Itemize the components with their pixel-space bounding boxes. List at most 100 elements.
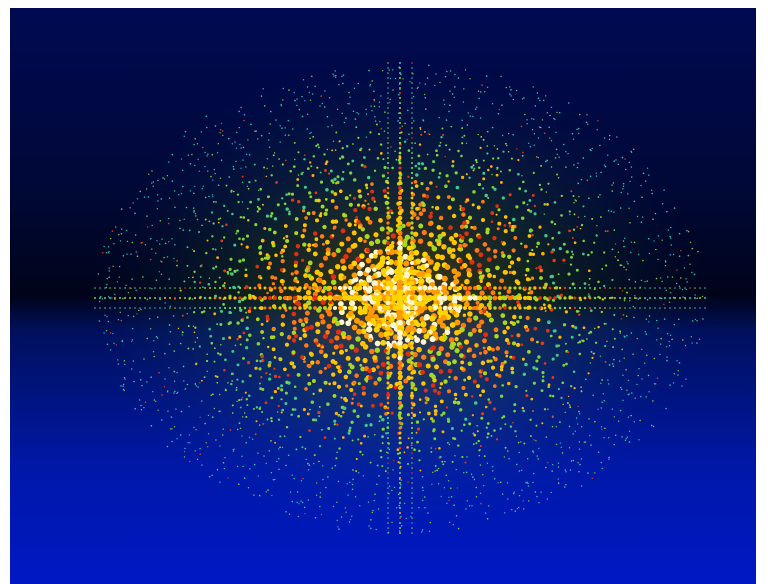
dot: [328, 383, 331, 386]
dot: [236, 230, 239, 233]
dot: [463, 472, 464, 473]
dot: [599, 145, 601, 147]
dot: [481, 412, 484, 415]
dot: [433, 306, 438, 311]
dot: [293, 296, 298, 301]
dot: [669, 287, 671, 289]
dot: [262, 423, 264, 425]
dot: [386, 226, 389, 229]
dot: [184, 456, 185, 457]
dot: [134, 287, 136, 289]
dot: [411, 132, 413, 134]
dot: [160, 260, 161, 261]
dot: [399, 447, 402, 450]
dot: [398, 401, 402, 405]
dot: [367, 368, 372, 373]
dot: [182, 334, 183, 335]
dot: [124, 360, 126, 362]
dot: [529, 419, 531, 421]
dot: [171, 441, 173, 443]
dot: [261, 95, 263, 97]
dot: [571, 251, 573, 253]
dot: [277, 387, 280, 390]
dot: [430, 451, 432, 453]
dot: [457, 487, 458, 488]
dot: [498, 113, 500, 115]
dot: [237, 291, 240, 294]
dot: [410, 291, 415, 296]
dot: [407, 110, 409, 112]
dot: [194, 281, 196, 283]
dot: [517, 159, 519, 161]
dot: [480, 117, 481, 118]
dot: [654, 383, 655, 384]
dot: [316, 167, 318, 169]
dot: [419, 270, 425, 276]
dot: [549, 395, 552, 398]
dot: [242, 397, 243, 398]
dot: [253, 296, 257, 300]
dot: [513, 296, 517, 300]
dot: [146, 188, 147, 189]
dot: [500, 313, 505, 318]
dot: [349, 300, 355, 306]
dot: [430, 447, 432, 449]
dot: [555, 132, 556, 133]
dot: [366, 137, 367, 138]
dot: [246, 398, 248, 400]
dot: [588, 269, 591, 272]
dot: [377, 323, 382, 328]
dot: [182, 229, 184, 231]
dot: [501, 104, 503, 106]
dot: [411, 97, 413, 99]
dot: [580, 228, 581, 229]
dot: [386, 241, 390, 245]
dot: [151, 182, 152, 183]
dot: [312, 244, 315, 247]
dot: [164, 297, 166, 299]
dot: [377, 157, 380, 160]
dot: [480, 493, 481, 494]
dot: [488, 306, 492, 310]
dot: [387, 452, 389, 454]
dot: [246, 154, 247, 155]
dot: [429, 347, 433, 351]
dot: [493, 306, 497, 310]
dot: [305, 321, 308, 324]
dot: [384, 407, 386, 409]
dot: [621, 349, 623, 351]
dot: [446, 406, 448, 408]
dot: [189, 287, 191, 289]
dot: [450, 253, 455, 258]
dot: [673, 254, 674, 255]
dot: [214, 307, 216, 309]
dot: [547, 498, 548, 499]
dot: [623, 186, 624, 187]
dot: [532, 253, 535, 256]
dot: [447, 442, 449, 444]
dot: [254, 307, 257, 310]
dot: [341, 516, 343, 518]
dot: [398, 376, 403, 381]
dot: [522, 201, 525, 204]
dot: [411, 142, 413, 144]
dot: [605, 230, 607, 232]
dot: [445, 144, 447, 146]
dot: [217, 469, 219, 471]
dot: [214, 297, 217, 300]
dot: [410, 351, 414, 355]
dot: [262, 204, 264, 206]
dot: [153, 181, 154, 182]
dot: [261, 388, 264, 391]
dot: [212, 416, 213, 417]
dot: [338, 306, 342, 310]
dot: [249, 468, 251, 470]
dot: [619, 287, 621, 289]
dot: [578, 216, 580, 218]
dot: [522, 410, 525, 413]
dot: [532, 482, 533, 483]
dot: [336, 452, 338, 454]
dot: [387, 177, 389, 179]
dot: [296, 105, 297, 106]
dot: [238, 260, 241, 263]
